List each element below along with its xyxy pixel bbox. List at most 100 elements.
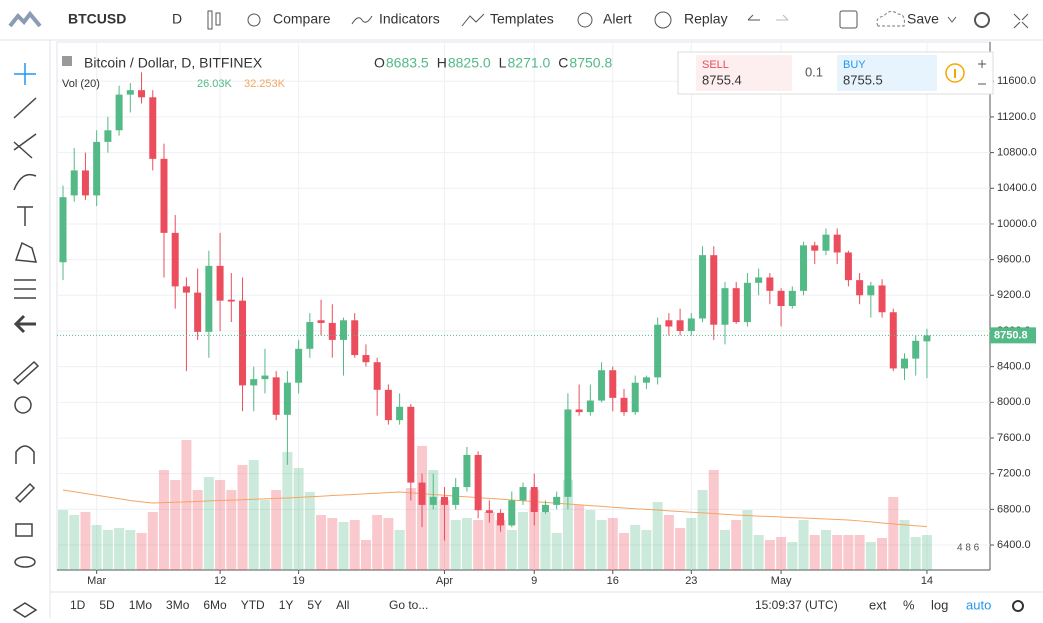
volume-bar xyxy=(787,542,798,570)
axis-option[interactable]: auto xyxy=(966,597,991,612)
zoom-tool[interactable] xyxy=(14,396,32,414)
sell-button[interactable] xyxy=(696,55,792,91)
interval[interactable]: D xyxy=(172,11,182,27)
volume-bar xyxy=(574,504,585,570)
save[interactable]: Save xyxy=(907,11,939,27)
candle-body xyxy=(654,324,662,378)
fib-tool[interactable] xyxy=(13,133,37,159)
buy-price[interactable]: 8755.5 xyxy=(843,72,883,87)
y-tick-label: 7600.0 xyxy=(997,432,1031,444)
candle-body xyxy=(340,320,347,340)
lock-draw-tool[interactable] xyxy=(14,482,36,504)
prediction-tool[interactable] xyxy=(14,279,36,299)
ohlc-key: L xyxy=(499,55,507,71)
candle-body xyxy=(665,320,673,327)
quantity[interactable]: 0.1 xyxy=(805,64,823,79)
bottom-settings[interactable] xyxy=(1012,600,1024,612)
back-tool[interactable] xyxy=(13,314,36,334)
measure-tool[interactable] xyxy=(12,360,40,386)
alert[interactable]: Alert xyxy=(603,11,632,27)
candle-body xyxy=(440,496,448,505)
redo[interactable] xyxy=(776,14,789,21)
symbol[interactable]: BTCUSD xyxy=(68,11,126,27)
candle-body xyxy=(586,400,594,413)
volume-bar xyxy=(450,519,461,570)
go-to[interactable]: Go to... xyxy=(389,598,428,612)
brush-tool[interactable] xyxy=(13,173,37,191)
volume-bar xyxy=(820,529,831,570)
candle-body xyxy=(822,234,830,251)
sell-label[interactable]: SELL xyxy=(702,59,729,71)
sell-price[interactable]: 8755.4 xyxy=(702,72,742,87)
line-tool[interactable] xyxy=(13,97,37,119)
layers-tool[interactable] xyxy=(12,602,38,618)
axis-option[interactable]: log xyxy=(931,597,948,612)
alert-icon[interactable] xyxy=(577,12,593,28)
crosshair-tool[interactable] xyxy=(14,63,36,85)
indicators[interactable]: Indicators xyxy=(379,11,440,27)
candle-body xyxy=(642,377,650,383)
candle-body xyxy=(171,232,179,287)
buy-label[interactable]: BUY xyxy=(843,59,866,71)
range-button[interactable]: 5Y xyxy=(307,598,322,612)
x-tick-label: 9 xyxy=(531,575,537,587)
replay[interactable]: Replay xyxy=(684,11,728,27)
range-button[interactable]: All xyxy=(336,598,349,612)
range-button[interactable]: 3Mo xyxy=(166,598,190,612)
buy-button[interactable] xyxy=(837,55,937,91)
y-tick-label: 10400.0 xyxy=(997,182,1037,194)
volume-bar xyxy=(518,511,529,570)
candle-body xyxy=(351,320,359,356)
candle-body xyxy=(182,286,190,293)
candle-body xyxy=(878,285,886,313)
undo[interactable] xyxy=(747,14,760,21)
indicators-icon[interactable] xyxy=(351,15,373,25)
text-tool[interactable] xyxy=(17,206,33,226)
volume-bar xyxy=(854,534,865,570)
templates[interactable]: Templates xyxy=(490,11,554,27)
volume-last: 26.03K xyxy=(197,78,233,90)
volume-bar xyxy=(877,537,888,570)
candle-icon[interactable] xyxy=(207,10,213,30)
save-menu[interactable] xyxy=(947,16,957,23)
range-button[interactable]: 6Mo xyxy=(203,598,227,612)
volume-bar xyxy=(798,519,809,570)
ohlc-key: H xyxy=(437,55,447,71)
left-tools xyxy=(12,63,40,618)
candle-icon[interactable] xyxy=(215,12,221,26)
candle-body xyxy=(901,358,908,369)
range-button[interactable]: 1D xyxy=(70,598,86,612)
zoom-buttons[interactable] xyxy=(978,60,986,85)
range-button[interactable]: 5D xyxy=(99,598,115,612)
info-icon[interactable] xyxy=(945,63,965,83)
candle-body xyxy=(373,362,381,390)
replay-icon[interactable] xyxy=(654,11,672,29)
candle-body xyxy=(598,370,606,401)
axis-option[interactable]: ext xyxy=(869,597,887,612)
logo xyxy=(8,10,42,28)
expand[interactable] xyxy=(1013,13,1029,29)
templates-icon[interactable] xyxy=(461,13,485,27)
range-button[interactable]: 1Mo xyxy=(129,598,153,612)
axis-option[interactable]: % xyxy=(903,597,915,612)
candle-body xyxy=(396,406,404,421)
compare-icon[interactable] xyxy=(247,13,261,27)
candle-body xyxy=(272,377,280,415)
y-tick-label: 7200.0 xyxy=(997,468,1031,480)
range-button[interactable]: 1Y xyxy=(279,598,294,612)
settings[interactable] xyxy=(974,12,990,28)
candle-body xyxy=(474,454,482,511)
x-tick-label: Apr xyxy=(436,575,453,587)
magnet-tool[interactable] xyxy=(15,445,35,464)
pattern-tool[interactable] xyxy=(14,241,38,263)
fullscreen-box[interactable] xyxy=(839,10,858,29)
lock-tool[interactable] xyxy=(15,523,33,537)
collapse-icon[interactable] xyxy=(62,56,72,66)
visibility-tool[interactable] xyxy=(14,556,36,568)
candle-body xyxy=(676,320,684,331)
candle-body xyxy=(216,265,224,301)
range-button[interactable]: YTD xyxy=(241,598,265,612)
compare[interactable]: Compare xyxy=(273,11,331,27)
cloud-icon[interactable] xyxy=(876,10,905,27)
